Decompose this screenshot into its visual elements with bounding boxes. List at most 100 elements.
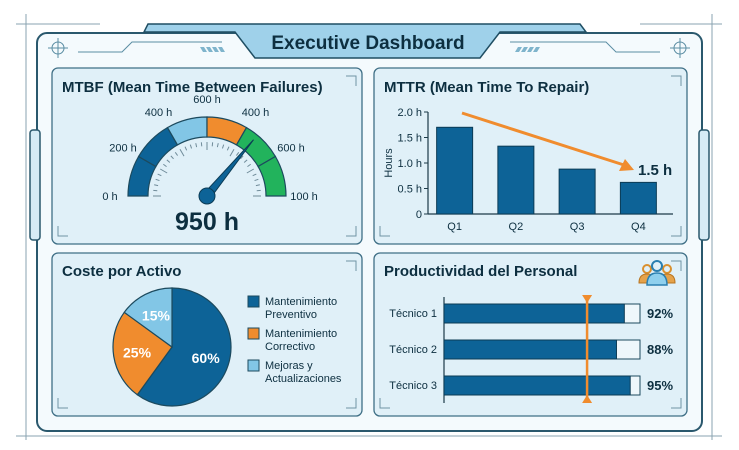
- gauge-tick: [154, 184, 159, 187]
- category-label: Técnico 3: [389, 380, 437, 392]
- bar: [436, 126, 474, 215]
- gauge-tick: [246, 168, 255, 174]
- legend-swatch: [247, 327, 260, 340]
- legend-swatch: [247, 295, 260, 308]
- gauge-tick: [163, 163, 167, 168]
- gauge-tick: [174, 152, 179, 156]
- gauge-segment: [257, 155, 287, 197]
- gauge-tick: [240, 155, 244, 160]
- bar: [443, 375, 631, 396]
- gauge-tick-label: 100 h: [290, 191, 318, 203]
- legend-label: Actualizaciones: [265, 373, 342, 385]
- legend-label: Mantenimiento: [265, 328, 337, 340]
- stripe-decoration: [200, 47, 540, 52]
- pie-slice: [112, 311, 173, 396]
- page-title: Executive Dashboard: [271, 33, 464, 54]
- pie-slice-label: 25%: [123, 345, 152, 361]
- y-tick-label: 1.5 h: [398, 133, 422, 145]
- pie-slice-label: 15%: [142, 307, 171, 323]
- gauge-tick: [226, 146, 230, 151]
- pie-slice: [123, 287, 173, 349]
- category-label: Técnico 2: [389, 344, 437, 356]
- gauge-tick: [254, 178, 259, 182]
- bar: [619, 181, 657, 215]
- gauge-tick-label: 600 h: [193, 94, 221, 106]
- cost-corner-marks: [57, 260, 357, 409]
- gauge-tick: [166, 159, 171, 163]
- gauge-tick-label: 400 h: [242, 107, 270, 119]
- team-icon: [638, 260, 676, 286]
- value-label: 95%: [647, 378, 673, 393]
- productivity-panel-bg: [373, 252, 688, 417]
- gauge: 0 h 200 h 400 h 600 h 400 h 600 h 100 h: [102, 94, 318, 205]
- bar: [558, 168, 596, 215]
- side-tab-right: [698, 129, 710, 241]
- gauge-tick: [216, 143, 219, 148]
- cost-panel: Coste por Activo 60% 25% 15% Mantenimiento…: [62, 263, 342, 407]
- productivity-title: Productividad del Personal: [384, 263, 577, 280]
- x-tick-label: Q1: [447, 221, 462, 233]
- gauge-tick: [170, 155, 174, 160]
- trend-arrow-line: [461, 111, 625, 167]
- x-tick-label: Q3: [570, 221, 585, 233]
- value-label: 92%: [647, 306, 673, 321]
- gauge-tick: [159, 168, 168, 174]
- gauge-tick: [155, 178, 160, 182]
- title-banner: [142, 23, 588, 59]
- mtbf-panel-bg: [51, 67, 363, 245]
- frame-decoration: [16, 14, 722, 440]
- mttr-title: MTTR (Mean Time To Repair): [384, 79, 589, 96]
- gauge-tick-label: 200 h: [109, 143, 137, 155]
- gauge-tick: [195, 143, 198, 148]
- target-marker-top: [582, 295, 593, 303]
- x-tick-label: Q2: [509, 221, 524, 233]
- gauge-tick: [255, 184, 260, 187]
- mttr-corner-marks: [379, 75, 682, 237]
- y-tick-label: 0.5 h: [398, 184, 422, 196]
- side-tab-left: [29, 129, 41, 241]
- mtbf-panel: MTBF (Mean Time Between Failures) 0 h 200…: [62, 79, 323, 236]
- pie-chart: 60% 25% 15%: [112, 287, 232, 407]
- x-tick-label: Q4: [631, 221, 646, 233]
- pie-legend: MantenimientoPreventivoMantenimientoCorr…: [247, 295, 342, 385]
- y-tick-label: 1.0 h: [398, 158, 422, 170]
- mtbf-corner-marks: [57, 75, 357, 237]
- gauge-tick: [221, 144, 225, 149]
- productivity-bar-chart: Técnico 1 92% Técnico 2 88% Técnico 3 95%: [389, 295, 673, 403]
- gauge-tick-label: 400 h: [145, 107, 173, 119]
- gauge-tick-label: 0 h: [102, 191, 117, 203]
- trend-arrow-head: [619, 159, 634, 171]
- header-decoration: [48, 38, 690, 58]
- gauge-value: 950 h: [175, 208, 239, 236]
- mttr-bar-chart: 0 0.5 h 1.0 h 1.5 h 2.0 h Q1 Q2 Q3 Q4: [398, 107, 673, 233]
- gauge-tick: [179, 148, 185, 157]
- gauge-tick: [252, 173, 257, 177]
- legend-label: Correctivo: [265, 341, 315, 353]
- bar: [443, 303, 625, 324]
- legend-label: Mejoras y: [265, 360, 313, 372]
- bar: [443, 339, 617, 360]
- pie-slice-label: 60%: [192, 350, 221, 366]
- gauge-tick: [229, 148, 235, 157]
- pie-slice: [136, 287, 232, 407]
- legend-swatch: [247, 359, 260, 372]
- productivity-corner-marks: [379, 260, 682, 409]
- cost-title: Coste por Activo: [62, 263, 181, 280]
- legend-label: Mantenimiento: [265, 296, 337, 308]
- bar: [497, 145, 535, 215]
- mttr-panel: MTTR (Mean Time To Repair) Hours 0 0.5 h 1…: [383, 79, 673, 233]
- legend-label: Preventivo: [265, 309, 317, 321]
- gauge-tick: [247, 163, 251, 168]
- gauge-tick-label: 600 h: [277, 143, 305, 155]
- y-tick-label: 2.0 h: [398, 107, 422, 119]
- value-label: 88%: [647, 342, 673, 357]
- gauge-tick: [157, 173, 162, 177]
- gauge-tick: [243, 159, 248, 163]
- y-axis-label: Hours: [383, 148, 395, 178]
- gauge-tick: [189, 144, 193, 149]
- gauge-tick: [184, 146, 188, 151]
- gauge-needle-hub: [198, 187, 216, 205]
- mtbf-title: MTBF (Mean Time Between Failures): [62, 79, 323, 96]
- y-tick-label: 0: [416, 209, 422, 221]
